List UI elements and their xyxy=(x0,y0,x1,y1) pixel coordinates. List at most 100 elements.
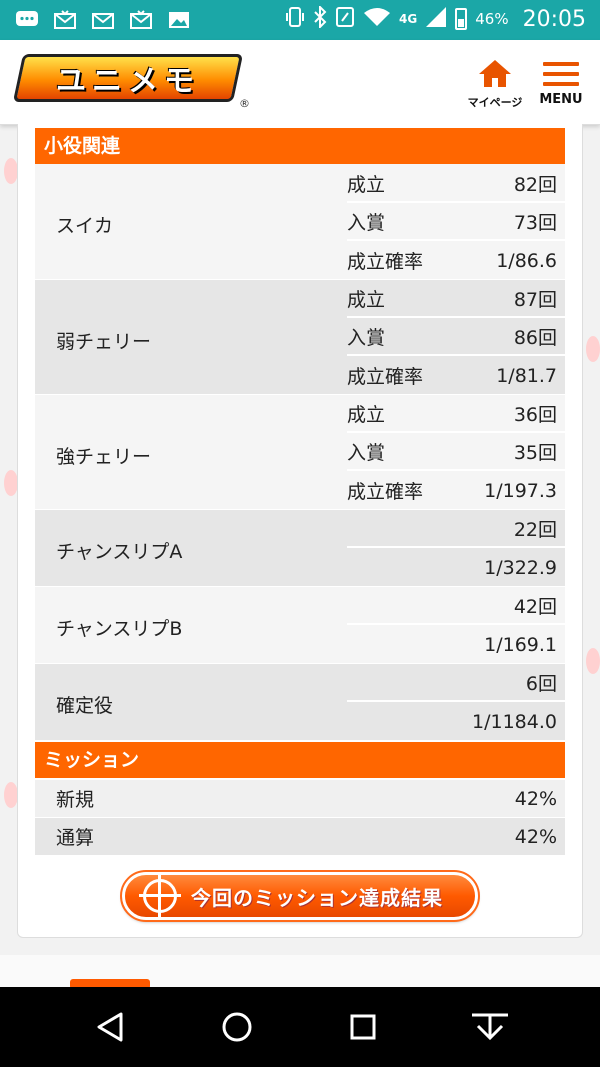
stat-key: 成立 xyxy=(347,289,386,311)
image-icon xyxy=(166,7,192,33)
chat-bubble-icon xyxy=(14,7,40,33)
stat-value: 1/81.7 xyxy=(496,364,557,387)
stat-value: 42回 xyxy=(513,596,557,618)
mypage-label: マイページ xyxy=(467,96,523,109)
chance-replay-b-group: チャンスリプB 42回 1/169.1 xyxy=(35,587,565,663)
stat-row: 成立 36回 xyxy=(347,396,565,433)
stat-value: 1/1184.0 xyxy=(472,710,557,733)
stat-value: 36回 xyxy=(513,404,557,426)
stat-row: 1/1184.0 xyxy=(347,703,565,740)
mail-icon xyxy=(52,7,78,33)
stat-key: 成立 xyxy=(347,404,386,426)
mail-icon xyxy=(128,7,154,33)
stat-key: 成立 xyxy=(347,174,386,196)
stat-key: 入賞 xyxy=(347,442,386,464)
mission-key: 新規 xyxy=(56,789,95,811)
mission-value: 42% xyxy=(514,825,557,848)
logo-registered-mark: ® xyxy=(239,97,250,110)
watermelon-group: スイカ 成立 82回 入賞 73回 成立確率 1/86.6 xyxy=(35,164,565,279)
menu-label: MENU xyxy=(539,92,583,107)
decorative-dot xyxy=(4,470,18,496)
stat-key: 成立確率 xyxy=(347,481,424,503)
next-section-peek xyxy=(0,955,600,987)
stat-row: 6回 xyxy=(347,665,565,702)
stat-value: 87回 xyxy=(513,289,557,311)
logo-badge: ユニメモ xyxy=(12,54,244,102)
next-section-header-peek xyxy=(70,979,150,987)
mission-row-total: 通算 42% xyxy=(35,818,565,855)
stat-row: 1/169.1 xyxy=(347,626,565,663)
group-label: チャンスリプA xyxy=(56,541,183,563)
bluetooth-icon xyxy=(313,4,327,32)
stat-row: 成立 82回 xyxy=(347,166,565,203)
mission-result-button[interactable]: 今回のミッション達成結果 xyxy=(120,870,480,922)
mission-result-label: 今回のミッション達成結果 xyxy=(191,885,443,910)
menu-button[interactable]: MENU xyxy=(538,62,584,107)
home-icon xyxy=(479,60,511,87)
stat-key: 成立確率 xyxy=(347,251,424,273)
site-logo[interactable]: ユニメモ ® xyxy=(12,54,250,110)
mission-heading: ミッション xyxy=(35,742,565,778)
back-icon xyxy=(97,1012,123,1042)
home-button[interactable] xyxy=(217,1007,257,1047)
stat-value: 73回 xyxy=(513,212,557,234)
system-nav-bar xyxy=(0,987,600,1067)
stat-row: 入賞 73回 xyxy=(347,204,565,241)
notification-icons xyxy=(14,7,192,33)
notification-pull-button[interactable] xyxy=(470,1007,510,1047)
stat-key: 入賞 xyxy=(347,327,386,349)
wifi-icon xyxy=(363,6,391,32)
group-label: 弱チェリー xyxy=(56,331,152,353)
system-status: 4G 46% 20:05 xyxy=(285,4,586,32)
mission-value: 42% xyxy=(514,787,557,810)
mission-key: 通算 xyxy=(56,827,95,849)
stat-row: 42回 xyxy=(347,588,565,625)
small-roles-heading: 小役関連 xyxy=(35,128,565,164)
stat-value: 22回 xyxy=(513,519,557,541)
group-label: スイカ xyxy=(56,215,114,237)
battery-icon xyxy=(455,8,468,30)
weak-cherry-group: 弱チェリー 成立 87回 入賞 86回 成立確率 1/81.7 xyxy=(35,280,565,394)
decorative-dot xyxy=(4,782,18,808)
decorative-dot xyxy=(586,336,600,362)
hamburger-icon xyxy=(538,62,584,86)
stat-row: 成立 87回 xyxy=(347,281,565,318)
group-label: 確定役 xyxy=(56,695,114,717)
chance-replay-a-group: チャンスリプA 22回 1/322.9 xyxy=(35,510,565,586)
mission-row-new: 新規 42% xyxy=(35,780,565,817)
confirmed-role-group: 確定役 6回 1/1184.0 xyxy=(35,664,565,740)
back-button[interactable] xyxy=(90,1007,130,1047)
stat-value: 35回 xyxy=(513,442,557,464)
crosshair-icon xyxy=(139,875,181,917)
network-type: 4G xyxy=(399,12,418,26)
stat-row: 成立確率 1/81.7 xyxy=(347,357,565,394)
stat-row: 成立確率 1/197.3 xyxy=(347,472,565,509)
stat-value: 1/197.3 xyxy=(484,479,557,502)
stat-value: 1/86.6 xyxy=(496,249,557,272)
recents-icon xyxy=(350,1014,376,1040)
stat-key: 成立確率 xyxy=(347,366,424,388)
mypage-button[interactable]: マイページ xyxy=(466,58,524,110)
stat-value: 1/322.9 xyxy=(484,556,557,579)
decorative-dot xyxy=(586,648,600,674)
home-circle-icon xyxy=(222,1012,252,1042)
decorative-dot xyxy=(4,158,18,184)
pull-down-icon xyxy=(472,1013,508,1041)
stat-value: 6回 xyxy=(525,673,557,695)
stat-key: 入賞 xyxy=(347,212,386,234)
group-label: チャンスリプB xyxy=(56,618,183,640)
site-header: ユニメモ ® マイページ MENU xyxy=(0,40,600,125)
stat-value: 86回 xyxy=(513,327,557,349)
stat-value: 1/169.1 xyxy=(484,633,557,656)
stat-value: 82回 xyxy=(513,174,557,196)
stat-row: 1/322.9 xyxy=(347,549,565,586)
stat-row: 入賞 35回 xyxy=(347,434,565,471)
signal-icon xyxy=(425,6,447,32)
clock: 20:05 xyxy=(522,6,586,32)
status-bar: 4G 46% 20:05 xyxy=(0,0,600,40)
stat-row: 22回 xyxy=(347,511,565,548)
logo-text: ユニメモ xyxy=(56,64,200,99)
strong-cherry-group: 強チェリー 成立 36回 入賞 35回 成立確率 1/197.3 xyxy=(35,395,565,509)
vibrate-icon xyxy=(285,6,305,32)
recents-button[interactable] xyxy=(343,1007,383,1047)
